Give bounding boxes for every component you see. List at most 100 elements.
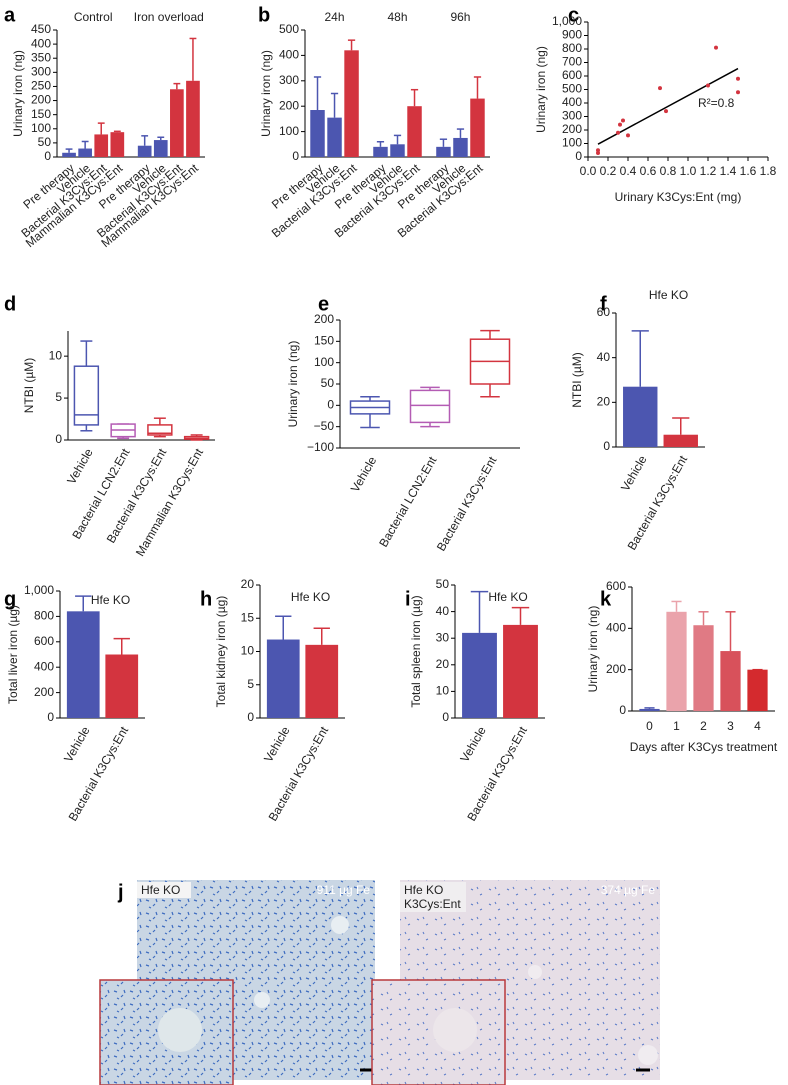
x-tick-label: 2 (700, 719, 707, 733)
bar (503, 624, 538, 718)
y-tick-label: 0 (44, 149, 51, 163)
x-axis-label: Urinary K3Cys:Ent (mg) (615, 190, 742, 204)
x-tick-label: 0.4 (620, 164, 637, 178)
x-tick-label: Vehicle (618, 453, 650, 494)
panel-label: f (600, 293, 607, 315)
y-tick-label: 400 (31, 36, 51, 50)
bar (186, 80, 200, 157)
y-axis-label: Total liver iron (µg) (6, 605, 20, 704)
bar (390, 144, 405, 157)
y-tick-label: 10 (241, 644, 255, 658)
y-tick-label: −50 (314, 419, 335, 433)
x-tick-label: Vehicle (261, 724, 293, 765)
bar (436, 146, 451, 157)
y-tick-label: 0 (47, 710, 54, 724)
y-tick-label: 0 (619, 703, 626, 717)
y-tick-label: 10 (49, 348, 63, 362)
image-title: Hfe KO (141, 883, 180, 897)
x-tick-label: 0.2 (600, 164, 617, 178)
y-tick-label: 40 (597, 350, 611, 364)
group-label: Control (74, 10, 113, 24)
x-tick-label: 1.8 (760, 164, 777, 178)
y-tick-label: 100 (562, 136, 582, 150)
bar (266, 639, 300, 718)
bar (94, 134, 109, 157)
y-tick-label: 60 (597, 305, 611, 319)
y-tick-label: 500 (279, 22, 299, 36)
y-axis-label: Urinary iron (ng) (11, 50, 25, 137)
point (621, 118, 625, 123)
y-tick-label: 5 (247, 677, 254, 691)
x-tick-label: Vehicle (64, 446, 96, 487)
point (658, 86, 662, 91)
bar (666, 611, 687, 711)
bar (327, 117, 342, 157)
bar (170, 89, 184, 157)
y-tick-label: 200 (606, 662, 626, 676)
bar (462, 632, 497, 718)
y-tick-label: −100 (307, 440, 334, 454)
y-axis-label: Urinary iron (ng) (259, 50, 273, 137)
y-tick-label: 200 (279, 98, 299, 112)
point (616, 130, 620, 135)
x-tick-label: 1.0 (680, 164, 697, 178)
fit-line (597, 67, 739, 145)
y-tick-label: 400 (562, 95, 582, 109)
bar (62, 152, 76, 157)
bar (78, 148, 92, 157)
x-tick-label: 1.6 (740, 164, 757, 178)
x-tick-label: 1.4 (720, 164, 737, 178)
y-axis-label: Urinary iron (ng) (586, 606, 600, 693)
y-tick-label: 1,000 (24, 583, 54, 597)
y-tick-label: 700 (562, 55, 582, 69)
x-tick-label: Vehicle (348, 454, 380, 495)
x-tick-label: Vehicle (61, 724, 93, 765)
iron-amount: 374 µg Fe (601, 883, 656, 897)
box (147, 424, 173, 436)
x-tick-label: 0.0 (580, 164, 597, 178)
y-tick-label: 150 (31, 107, 51, 121)
y-tick-label: 20 (436, 657, 450, 671)
bar (153, 140, 168, 157)
vessel (638, 1045, 658, 1065)
y-tick-label: 800 (562, 41, 582, 55)
subtitle: Hfe KO (649, 288, 688, 302)
y-tick-label: 200 (34, 685, 54, 699)
panel-label: k (600, 588, 612, 610)
subtitle: Hfe KO (488, 590, 527, 604)
y-tick-label: 300 (31, 65, 51, 79)
y-tick-label: 40 (436, 604, 450, 618)
bar (305, 644, 339, 718)
bar (373, 146, 388, 157)
bar (66, 611, 100, 718)
y-tick-label: 50 (321, 376, 335, 390)
y-tick-label: 300 (562, 109, 582, 123)
y-tick-label: 0 (575, 149, 582, 163)
iron-amount: 911 µg Fe (317, 883, 371, 897)
y-tick-label: 250 (31, 79, 51, 93)
bar (720, 651, 741, 711)
panel-label: c (568, 4, 579, 26)
bar (639, 708, 660, 711)
bar (344, 50, 359, 157)
point (664, 109, 668, 114)
bar (407, 106, 422, 157)
panel-label: a (4, 4, 16, 26)
x-tick-label: 3 (727, 719, 734, 733)
y-tick-label: 100 (314, 355, 334, 369)
y-tick-label: 0 (292, 149, 299, 163)
y-tick-label: 30 (436, 630, 450, 644)
y-tick-label: 20 (597, 395, 611, 409)
panel-label: e (318, 293, 329, 315)
label-box (400, 882, 466, 912)
y-tick-label: 0 (327, 398, 334, 412)
x-tick-label: 0.6 (640, 164, 657, 178)
point (618, 122, 622, 127)
micrographs: j Hfe KO 911 µg Fe Hfe KO K3Cys:Ent 374 … (99, 880, 660, 1085)
x-tick-label: 0.8 (660, 164, 677, 178)
group-label: 48h (387, 10, 407, 24)
y-tick-label: 200 (314, 312, 334, 326)
panel-label: h (200, 588, 212, 610)
image-title: Hfe KO (404, 883, 443, 897)
bar (137, 145, 152, 157)
